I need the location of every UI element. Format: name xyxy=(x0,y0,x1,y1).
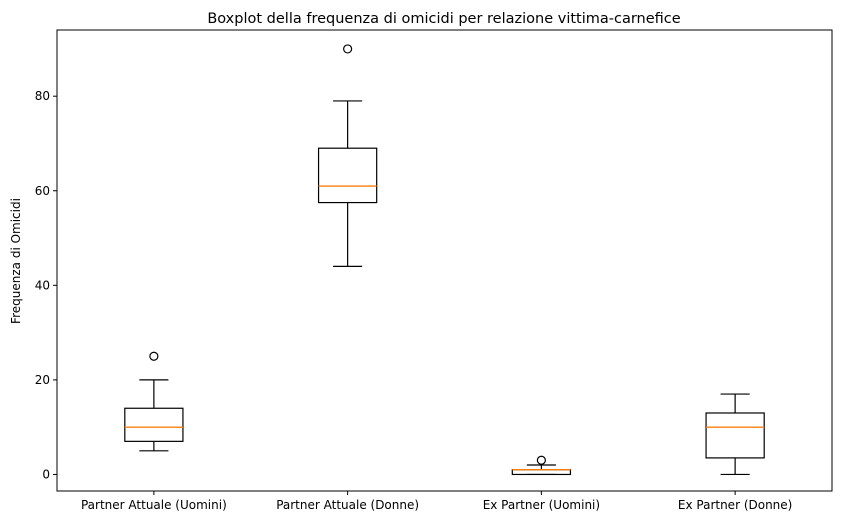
chart-title: Boxplot della frequenza di omicidi per r… xyxy=(207,11,680,27)
x-tick-label: Partner Attuale (Donne) xyxy=(276,498,419,512)
y-axis-label: Frequenza di Omicidi xyxy=(9,198,23,324)
y-tick-label: 20 xyxy=(35,373,50,387)
y-tick-label: 80 xyxy=(35,89,50,103)
box-iqr xyxy=(124,407,184,442)
box-group xyxy=(705,393,765,476)
box-group xyxy=(124,351,184,452)
plot-area-frame xyxy=(56,29,833,492)
y-tick-label: 60 xyxy=(35,184,50,198)
y-axis: 0 20 40 60 80 xyxy=(35,89,57,481)
outlier-point xyxy=(536,455,546,465)
boxes-layer xyxy=(124,44,765,476)
box-iqr xyxy=(705,412,765,459)
box-group xyxy=(511,455,572,476)
box-group xyxy=(317,44,378,268)
outlier-point xyxy=(343,44,353,54)
box-iqr xyxy=(511,469,572,476)
outlier-point xyxy=(149,351,159,361)
x-tick-label: Ex Partner (Donne) xyxy=(678,498,792,512)
x-tick-label: Partner Attuale (Uomini) xyxy=(81,498,227,512)
y-tick-label: 0 xyxy=(42,467,50,481)
y-tick-label: 40 xyxy=(35,278,50,292)
box-iqr xyxy=(317,147,378,204)
x-tick-label: Ex Partner (Uomini) xyxy=(483,498,600,512)
x-axis: Partner Attuale (Uomini) Partner Attuale … xyxy=(81,491,792,512)
